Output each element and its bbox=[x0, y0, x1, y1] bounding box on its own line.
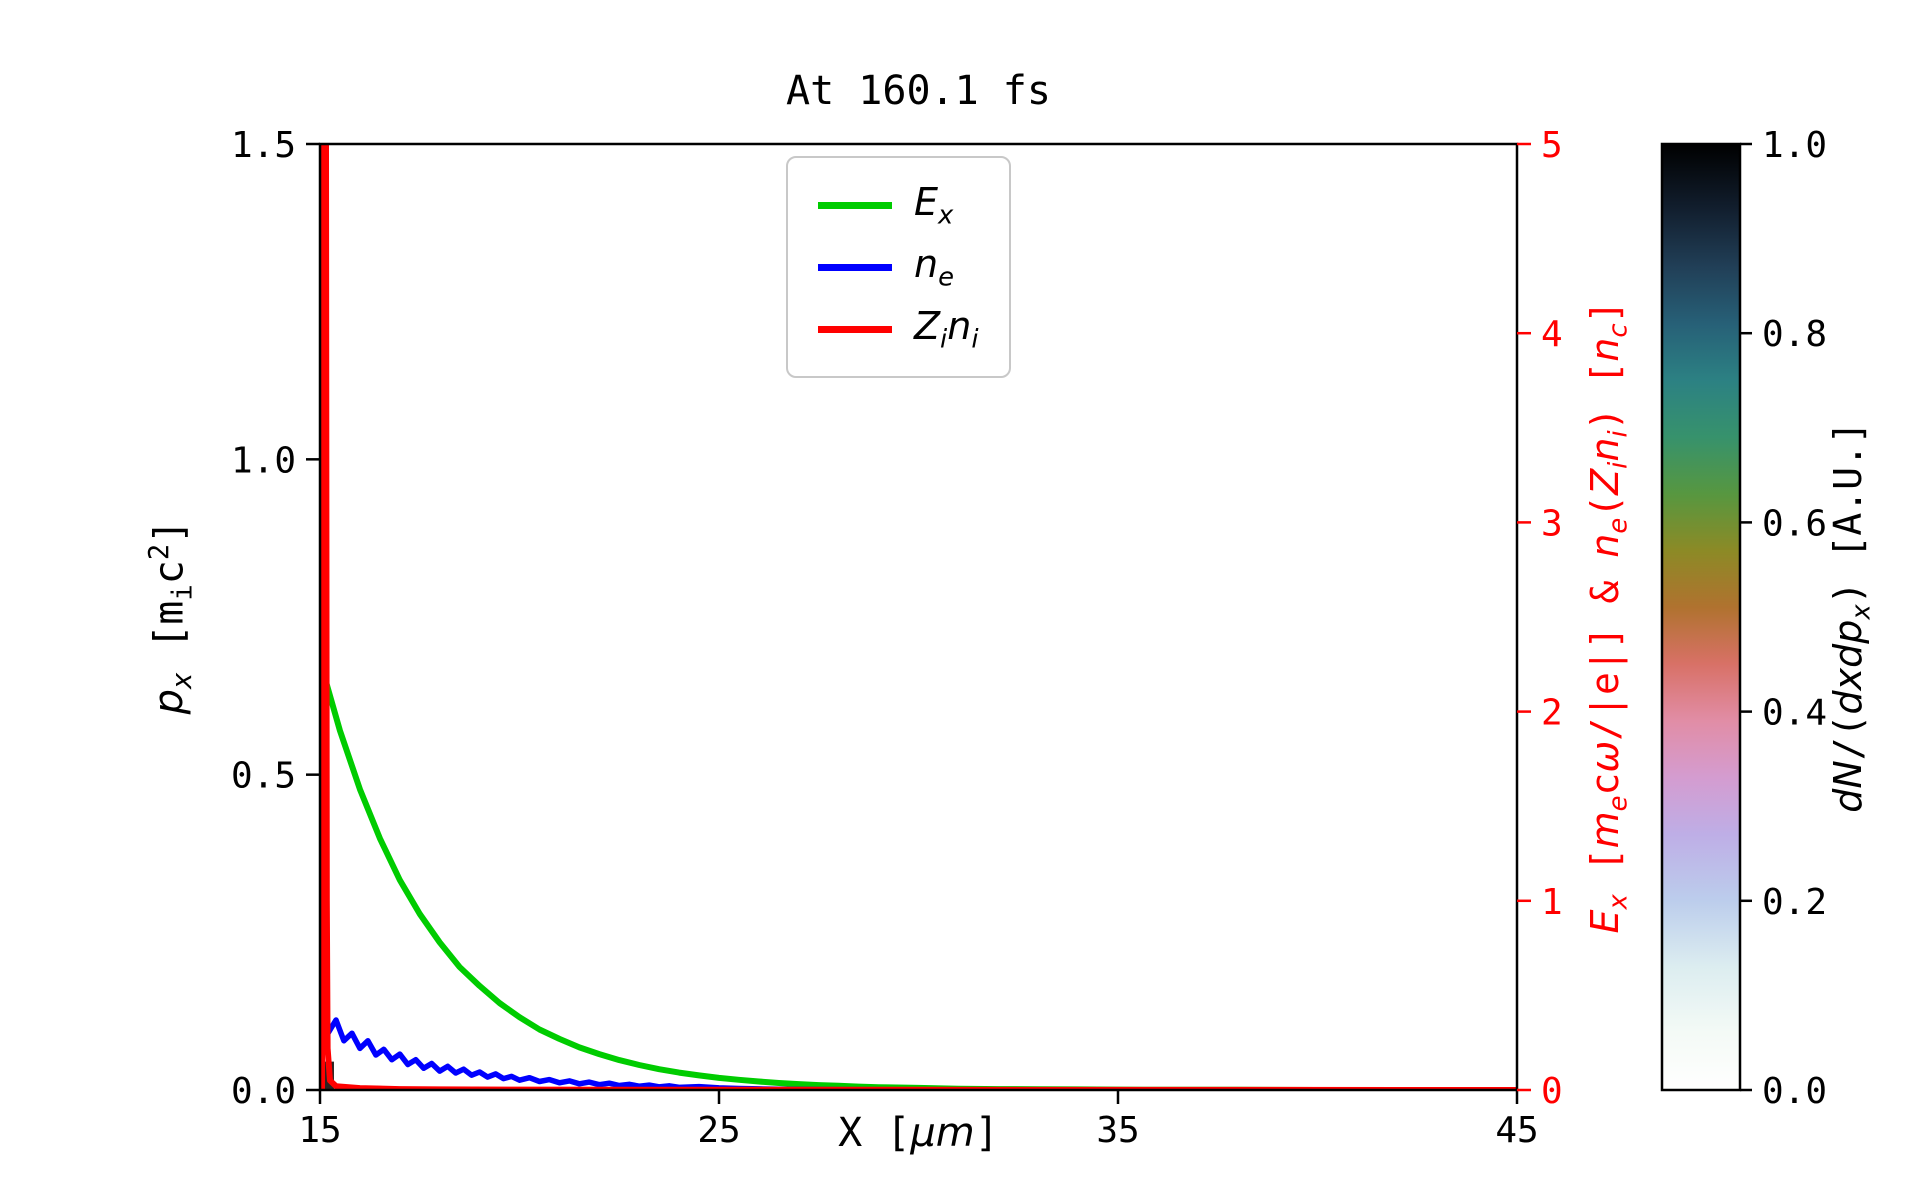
y-axis-label-left: px [mic2] bbox=[144, 519, 199, 715]
y-right-tick-label: 1 bbox=[1541, 882, 1563, 923]
y-right-tick-label: 0 bbox=[1541, 1071, 1563, 1112]
y-right-tick-label: 4 bbox=[1541, 314, 1563, 355]
y-axis-label-right: Ex [mecω/|e|] & ne(Zini) [nc] bbox=[1583, 300, 1634, 934]
legend-line-zini-icon bbox=[818, 325, 892, 333]
colorbar-tick-label: 0.4 bbox=[1762, 693, 1827, 734]
colorbar-tick-label: 0.0 bbox=[1762, 1071, 1827, 1112]
y-left-tick-label: 1.5 bbox=[231, 125, 296, 166]
series-ex bbox=[320, 680, 1517, 1090]
y-left-tick-label: 1.0 bbox=[231, 440, 296, 481]
legend-line-ex-icon bbox=[818, 201, 892, 209]
legend-line-ne-icon bbox=[818, 263, 892, 271]
colorbar-tick-label: 1.0 bbox=[1762, 125, 1827, 166]
x-tick-label: 45 bbox=[1495, 1110, 1538, 1151]
series-ne bbox=[320, 1009, 1517, 1090]
x-axis-label: X [μm] bbox=[838, 1110, 999, 1156]
x-tick-label: 25 bbox=[697, 1110, 740, 1151]
legend: Ex ne Zini bbox=[786, 156, 1011, 378]
y-left-tick-label: 0.0 bbox=[231, 1071, 296, 1112]
colorbar-tick-label: 0.6 bbox=[1762, 503, 1827, 544]
axes-spines bbox=[318, 142, 1519, 1092]
x-tick-label: 15 bbox=[298, 1110, 341, 1151]
colorbar-tick-label: 0.8 bbox=[1762, 314, 1827, 355]
y-right-tick-label: 5 bbox=[1541, 125, 1563, 166]
colorbar-label: dN/(dxdpx) [A.U.] bbox=[1826, 421, 1877, 813]
colorbar bbox=[1660, 142, 1742, 1092]
y-right-tick-label: 2 bbox=[1541, 693, 1563, 734]
y-left-tick-label: 0.5 bbox=[231, 756, 296, 797]
colorbar-tick-label: 0.2 bbox=[1762, 882, 1827, 923]
y-right-tick-label: 3 bbox=[1541, 503, 1563, 544]
legend-item-ne: ne bbox=[818, 236, 979, 298]
legend-label-ne: ne bbox=[914, 241, 954, 293]
legend-item-zini: Zini bbox=[818, 298, 979, 360]
legend-item-ex: Ex bbox=[818, 174, 979, 236]
legend-label-zini: Zini bbox=[914, 303, 979, 355]
plot-title: At 160.1 fs bbox=[786, 68, 1051, 114]
legend-label-ex: Ex bbox=[914, 179, 954, 231]
x-tick-label: 35 bbox=[1096, 1110, 1139, 1151]
